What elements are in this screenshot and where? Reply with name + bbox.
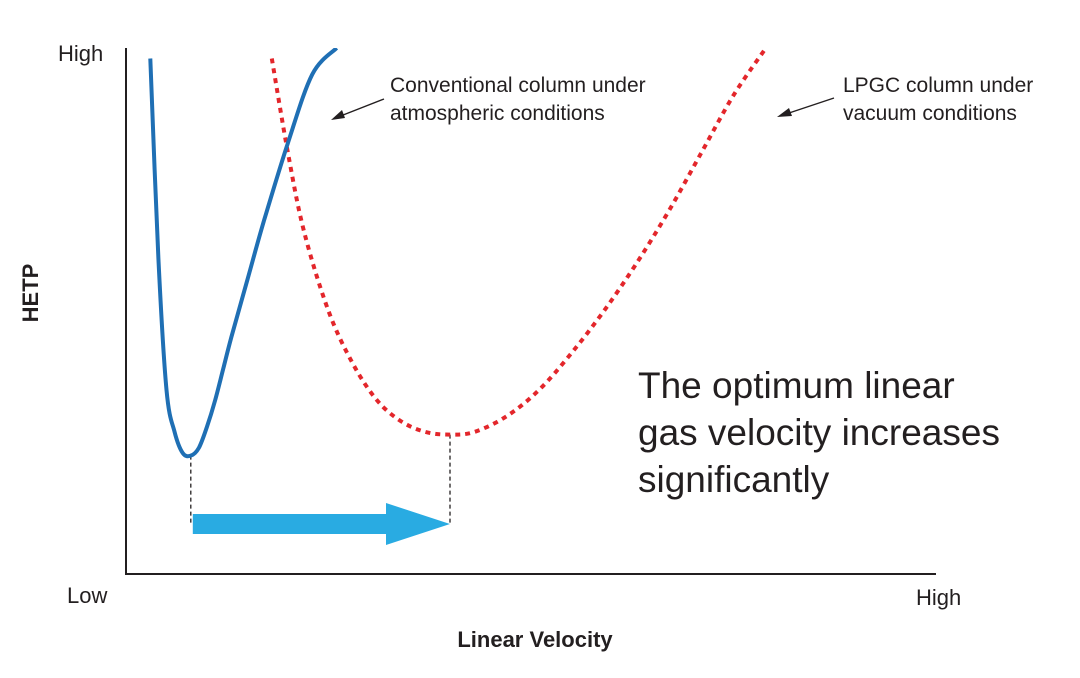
optimum-shift-arrow xyxy=(192,503,451,545)
note-line3: significantly xyxy=(638,459,830,500)
legend-lpgc-line1: LPGC column under xyxy=(843,74,1033,97)
conventional-pointer-arrowhead xyxy=(331,110,345,120)
lpgc-pointer-arrowhead xyxy=(777,108,792,117)
lpgc-pointer-arrow xyxy=(785,97,835,115)
legend-conventional-line2: atmospheric conditions xyxy=(390,102,605,125)
x-axis-title: Linear Velocity xyxy=(457,627,613,652)
note-line1: The optimum linear xyxy=(638,365,955,406)
y-axis-title: HETP xyxy=(18,264,43,323)
legend-conventional-line1: Conventional column under xyxy=(390,74,646,97)
y-tick-high: High xyxy=(58,41,103,66)
x-tick-high: High xyxy=(916,585,961,610)
conventional-atmospheric-curve xyxy=(148,48,339,459)
conventional-pointer-arrow xyxy=(337,98,385,118)
note-line2: gas velocity increases xyxy=(638,412,1000,453)
x-tick-low: Low xyxy=(67,583,107,608)
legend-lpgc-line2: vacuum conditions xyxy=(843,102,1017,125)
